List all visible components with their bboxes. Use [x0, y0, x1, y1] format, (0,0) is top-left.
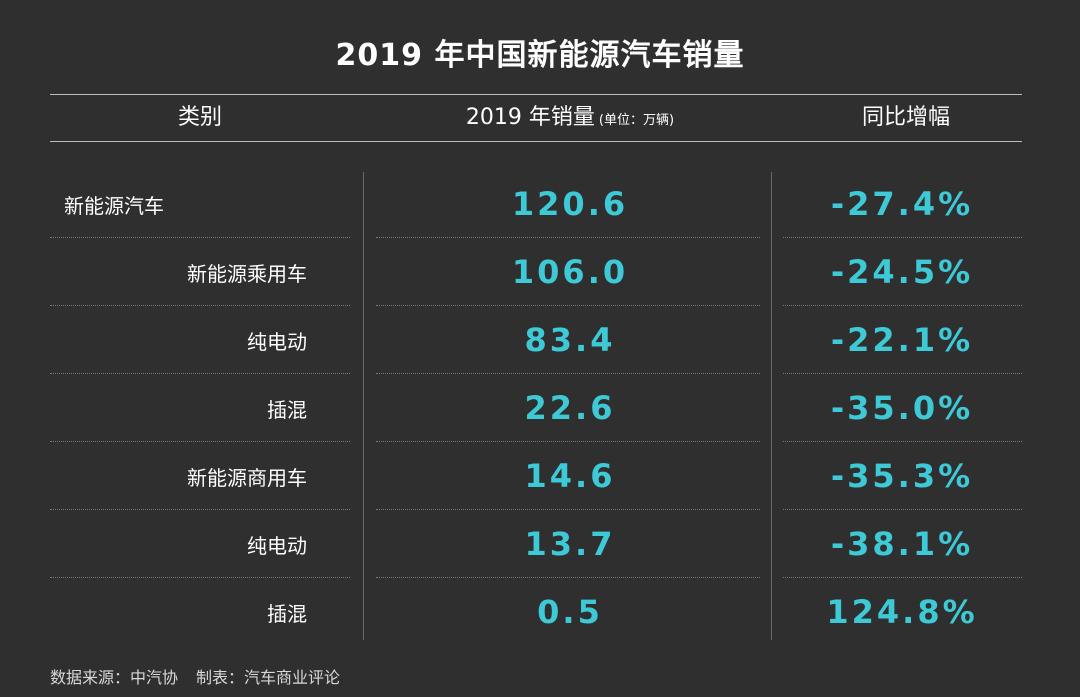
header-yoy: 同比增幅: [861, 105, 950, 130]
table-row: 纯电动 13.7 -38.1%: [50, 512, 1022, 580]
header-sales: 2019 年销量 (单位：万辆): [370, 95, 770, 141]
row-yoy-value: -35.0%: [830, 389, 974, 427]
row-separator: [50, 577, 350, 578]
row-separator: [783, 577, 1022, 578]
row-separator: [376, 441, 760, 442]
row-sales-value: 83.4: [524, 321, 616, 359]
row-separator: [783, 509, 1022, 510]
row-separator: [783, 441, 1022, 442]
row-sales-value: 14.6: [524, 457, 616, 495]
row-separator: [376, 305, 760, 306]
row-yoy-value: -24.5%: [830, 253, 974, 291]
column-divider-left: [363, 172, 364, 640]
source-note: 数据来源：中汽协 制表：汽车商业评论: [50, 664, 340, 688]
row-yoy-value: 124.8%: [826, 593, 978, 631]
row-yoy-value: -22.1%: [830, 321, 974, 359]
source-text: 数据来源：中汽协: [50, 668, 179, 687]
row-sales-value: 13.7: [524, 525, 616, 563]
table-row: 新能源汽车 120.6 -27.4%: [50, 172, 1022, 240]
row-separator: [783, 305, 1022, 306]
header-category: 类别: [177, 105, 222, 130]
row-separator: [783, 237, 1022, 238]
row-sales-value: 0.5: [537, 593, 603, 631]
row-separator: [50, 441, 350, 442]
row-yoy-value: -35.3%: [830, 457, 974, 495]
table-row: 新能源乘用车 106.0 -24.5%: [50, 240, 1022, 308]
table-row: 纯电动 83.4 -22.1%: [50, 308, 1022, 376]
row-separator: [376, 509, 760, 510]
maker-text: 制表：汽车商业评论: [196, 668, 341, 687]
header-bottom-rule: [50, 141, 1022, 142]
row-separator: [50, 237, 350, 238]
row-yoy-value: -27.4%: [830, 185, 974, 223]
header-top-rule: [50, 94, 1022, 95]
chart-title: 2019 年中国新能源汽车销量: [335, 38, 745, 73]
table-row: 插混 0.5 124.8%: [50, 580, 1022, 648]
row-separator: [376, 373, 760, 374]
row-yoy-value: -38.1%: [830, 525, 974, 563]
row-category: 纯电动: [247, 330, 307, 354]
row-category: 新能源乘用车: [187, 262, 307, 286]
row-separator: [376, 577, 760, 578]
row-separator: [783, 373, 1022, 374]
column-divider-right: [771, 172, 772, 640]
header-sales-label: 2019 年销量: [465, 105, 595, 130]
header-sales-unit: (单位：万辆): [598, 113, 675, 128]
row-sales-value: 22.6: [524, 389, 616, 427]
row-separator: [50, 373, 350, 374]
table-row: 插混 22.6 -35.0%: [50, 376, 1022, 444]
row-separator: [50, 509, 350, 510]
row-separator: [50, 305, 350, 306]
row-category: 新能源汽车: [64, 194, 164, 218]
table-row: 新能源商用车 14.6 -35.3%: [50, 444, 1022, 512]
row-category: 插混: [267, 602, 307, 626]
row-separator: [376, 237, 760, 238]
table-header: 类别 2019 年销量 (单位：万辆) 同比增幅: [50, 95, 1022, 141]
table-body: 新能源汽车 120.6 -27.4% 新能源乘用车 106.0 -24.5% 纯电动 83.4…: [50, 172, 1022, 640]
row-sales-value: 120.6: [511, 185, 629, 223]
row-category: 插混: [267, 398, 307, 422]
row-sales-value: 106.0: [511, 253, 629, 291]
row-category: 纯电动: [247, 534, 307, 558]
row-category: 新能源商用车: [187, 466, 307, 490]
